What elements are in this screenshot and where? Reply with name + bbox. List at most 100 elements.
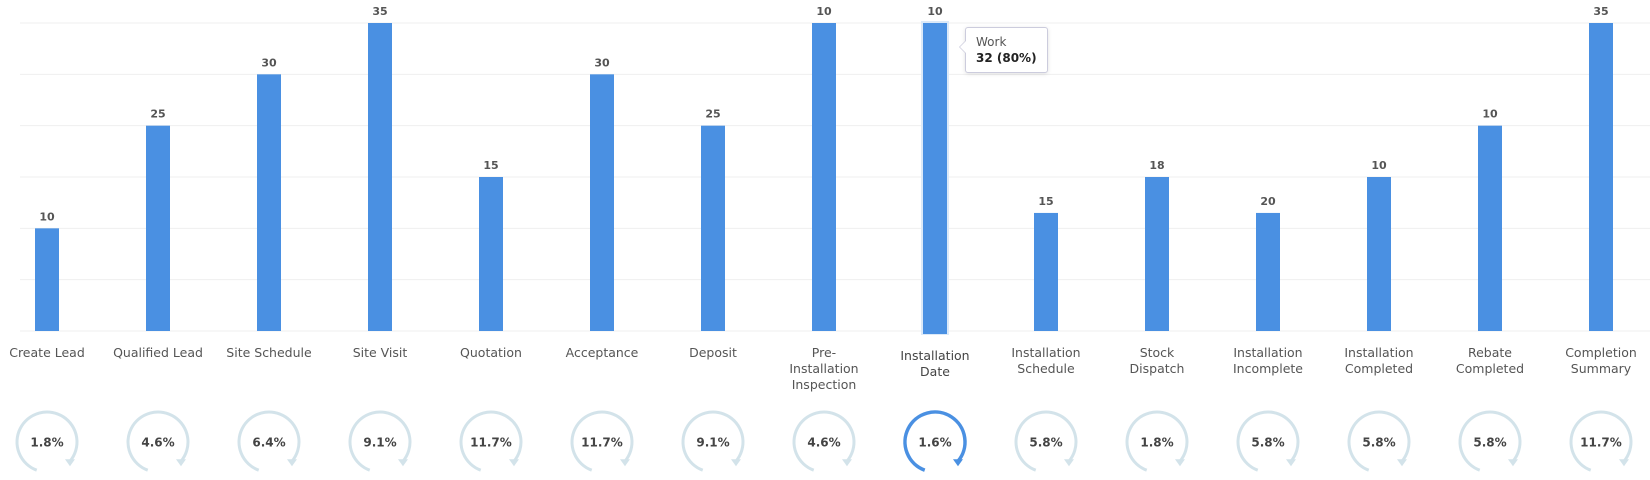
rate-label: 6.4% bbox=[252, 436, 285, 450]
bar-count: 25 bbox=[150, 108, 165, 121]
bar bbox=[1034, 212, 1058, 331]
tooltip-value: 32 (80%) bbox=[976, 51, 1037, 65]
x-tick-label: Pre- Installation Inspection bbox=[789, 345, 859, 392]
ring-arc bbox=[348, 410, 412, 472]
rate-label: 9.1% bbox=[696, 436, 729, 450]
rate-ring: 1.6% bbox=[903, 410, 967, 472]
ring-arc bbox=[1014, 410, 1078, 472]
bar bbox=[1589, 23, 1613, 331]
ring-arc bbox=[903, 410, 967, 472]
ring-arrow bbox=[730, 459, 741, 467]
bar-count: 30 bbox=[261, 56, 277, 69]
ring-arrow bbox=[64, 459, 75, 467]
ring-arrow bbox=[619, 459, 630, 467]
ring-arrow bbox=[1285, 459, 1296, 467]
bar bbox=[35, 228, 59, 331]
rate-label: 11.7% bbox=[581, 436, 623, 450]
ring-arrow bbox=[508, 459, 519, 467]
rate-ring: 5.8% bbox=[1236, 410, 1300, 472]
bar-count: 10 bbox=[1371, 159, 1387, 172]
bar bbox=[368, 23, 392, 331]
bar bbox=[257, 74, 281, 331]
rate-ring: 1.8% bbox=[15, 410, 79, 472]
rate-ring: 11.7% bbox=[1569, 410, 1633, 472]
bar bbox=[701, 125, 725, 332]
x-tick-label: Rebate Completed bbox=[1455, 345, 1525, 376]
x-tick-label: Installation Completed bbox=[1344, 345, 1414, 376]
x-tick-label: Quotation bbox=[460, 345, 522, 360]
bar-count: 30 bbox=[594, 56, 610, 69]
bar bbox=[479, 177, 503, 331]
ring-arrow bbox=[175, 459, 186, 467]
ring-arc bbox=[681, 410, 745, 472]
rate-label: 11.7% bbox=[470, 436, 512, 450]
bar-count: 15 bbox=[483, 159, 498, 172]
rate-label: 11.7% bbox=[1580, 436, 1622, 450]
rate-ring: 9.1% bbox=[681, 410, 745, 472]
x-tick-label: Installation Schedule bbox=[1011, 345, 1081, 376]
tooltip-title: Work bbox=[976, 35, 1007, 49]
rate-ring: 9.1% bbox=[348, 410, 412, 472]
x-tick-label: Installation Incomplete bbox=[1233, 345, 1303, 376]
x-tick-label: Deposit bbox=[689, 345, 737, 360]
ring-arc bbox=[1458, 410, 1522, 472]
bar bbox=[1367, 177, 1391, 331]
rate-ring: 1.8% bbox=[1125, 410, 1189, 472]
rate-ring: 4.6% bbox=[792, 410, 856, 472]
rate-label: 5.8% bbox=[1473, 436, 1506, 450]
rate-ring: 5.8% bbox=[1347, 410, 1411, 472]
rate-label: 1.8% bbox=[30, 436, 63, 450]
bar-count: 10 bbox=[816, 5, 832, 18]
rate-label: 4.6% bbox=[807, 436, 840, 450]
rate-ring: 4.6% bbox=[126, 410, 190, 472]
bar-count: 25 bbox=[705, 108, 720, 121]
x-tick-label: Create Lead bbox=[9, 345, 85, 360]
x-tick-label: Qualified Lead bbox=[113, 345, 203, 360]
bar bbox=[1478, 125, 1502, 332]
ring-arrow bbox=[1507, 459, 1518, 467]
bar bbox=[146, 125, 170, 332]
ring-arc bbox=[15, 410, 79, 472]
rate-label: 5.8% bbox=[1029, 436, 1062, 450]
x-tick-label: Completion Summary bbox=[1565, 345, 1637, 376]
ring-arc bbox=[126, 410, 190, 472]
bar bbox=[923, 23, 947, 334]
bar bbox=[812, 23, 836, 331]
bar bbox=[1145, 177, 1169, 331]
ring-arrow bbox=[1618, 459, 1629, 467]
rate-label: 5.8% bbox=[1362, 436, 1395, 450]
ring-arc bbox=[459, 410, 523, 472]
bar bbox=[1256, 212, 1280, 331]
ring-arrow bbox=[1174, 459, 1185, 467]
ring-arc bbox=[1347, 410, 1411, 472]
rate-label: 1.8% bbox=[1140, 436, 1173, 450]
x-tick-label: Site Visit bbox=[352, 345, 408, 360]
bar-count: 10 bbox=[927, 5, 943, 18]
rate-ring: 11.7% bbox=[459, 410, 523, 472]
x-tick-label: Stock Dispatch bbox=[1129, 345, 1185, 376]
ring-arrow bbox=[1396, 459, 1407, 467]
bar-count: 15 bbox=[1038, 195, 1053, 208]
ring-arrow bbox=[1063, 459, 1074, 467]
ring-arrow bbox=[397, 459, 408, 467]
bar-count: 10 bbox=[39, 210, 55, 223]
tooltip: Work 32 (80%) bbox=[959, 27, 1048, 73]
x-tick-label: Acceptance bbox=[565, 345, 639, 360]
bar-count: 10 bbox=[1482, 108, 1498, 121]
rate-ring: 11.7% bbox=[570, 410, 634, 472]
bar-count: 20 bbox=[1260, 195, 1276, 208]
ring-arc bbox=[1236, 410, 1300, 472]
ring-arc bbox=[1569, 410, 1633, 472]
bar-count: 18 bbox=[1149, 159, 1164, 172]
bar-count: 35 bbox=[1593, 5, 1608, 18]
ring-arc bbox=[1125, 410, 1189, 472]
rate-ring: 5.8% bbox=[1458, 410, 1522, 472]
bar-count: 35 bbox=[372, 5, 387, 18]
rate-label: 4.6% bbox=[141, 436, 174, 450]
x-tick-label: Site Schedule bbox=[226, 345, 312, 360]
bar bbox=[590, 74, 614, 331]
ring-arc bbox=[570, 410, 634, 472]
rate-label: 5.8% bbox=[1251, 436, 1284, 450]
ring-arc bbox=[237, 410, 301, 472]
